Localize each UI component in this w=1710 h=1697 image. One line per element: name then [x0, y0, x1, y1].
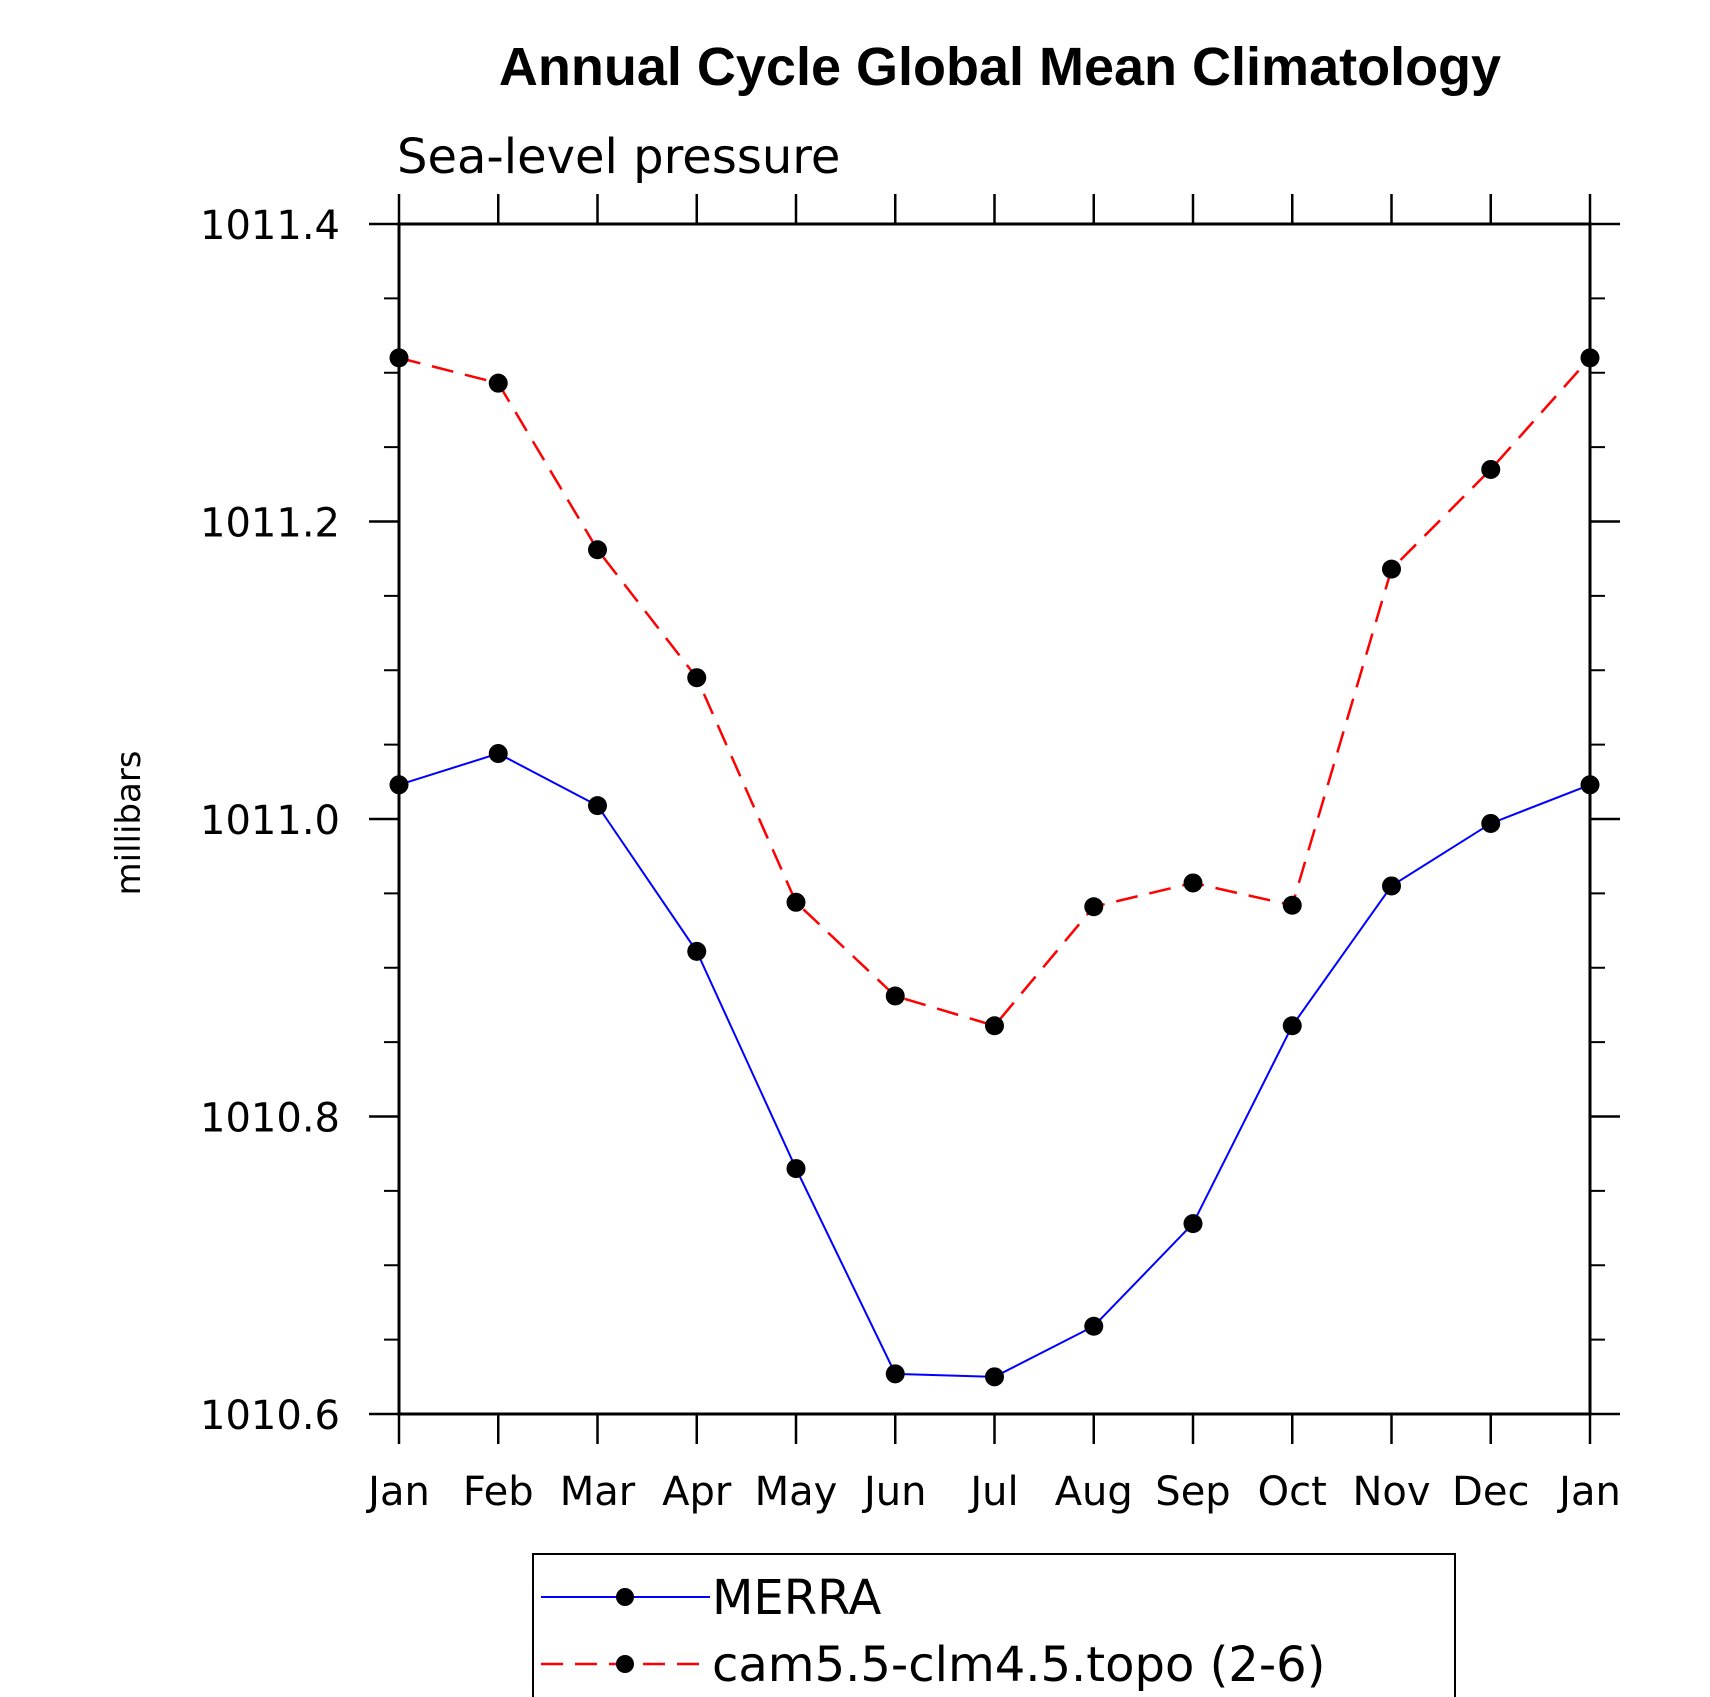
chart-subtitle: Sea-level pressure — [397, 129, 840, 185]
x-tick-label: Sep — [1155, 1469, 1230, 1515]
data-point — [985, 1016, 1004, 1036]
series-line-1 — [398, 356, 1591, 1028]
data-point — [1282, 895, 1302, 915]
data-point — [786, 1159, 806, 1179]
x-tick-label: Nov — [1352, 1469, 1430, 1515]
legend: MERRA cam5.5-clm4.5.topo (2-6) — [532, 1553, 1456, 1697]
legend-marker-merra — [616, 1588, 634, 1606]
x-tick-label: Dec — [1452, 1469, 1529, 1515]
data-point — [1183, 1214, 1203, 1234]
x-tick-label: Jun — [861, 1469, 927, 1515]
data-point — [1382, 876, 1401, 896]
legend-label-merra: MERRA — [712, 1570, 882, 1626]
series-line-0 — [398, 752, 1591, 1378]
x-tick-label: Feb — [463, 1469, 534, 1515]
data-point — [488, 744, 508, 764]
data-point — [985, 1367, 1004, 1387]
data-point — [786, 892, 806, 912]
x-tick-label: Jan — [365, 1469, 430, 1515]
data-point — [1084, 1316, 1104, 1336]
legend-label-cam: cam5.5-clm4.5.topo (2-6) — [712, 1637, 1325, 1693]
data-point — [1580, 348, 1600, 368]
axis-ticks — [369, 194, 1620, 1444]
y-axis-label: millibars — [109, 750, 149, 895]
data-point — [588, 796, 607, 816]
x-tick-label: Apr — [662, 1469, 732, 1515]
series-lines — [398, 356, 1591, 1378]
data-point — [389, 775, 409, 795]
data-point — [1580, 775, 1600, 795]
chart-title: Annual Cycle Global Mean Climatology — [499, 37, 1501, 97]
data-point — [1481, 813, 1501, 833]
data-point — [488, 373, 508, 393]
x-tick-label: Jul — [967, 1469, 1018, 1515]
data-point — [1282, 1016, 1302, 1036]
data-point — [389, 348, 409, 368]
x-tick-labels: Jan Feb Mar Apr May Jun Jul Aug Sep Oct Nov Dec Jan — [365, 1469, 1621, 1515]
y-tick-label: 1011.2 — [200, 501, 340, 547]
data-point — [588, 540, 607, 560]
plot-frame — [397, 222, 1592, 1416]
data-point — [1084, 897, 1104, 917]
data-point — [1382, 559, 1401, 579]
data-point — [885, 1364, 905, 1384]
data-point — [687, 941, 707, 961]
data-point — [1183, 873, 1203, 893]
y-tick-label: 1010.8 — [200, 1096, 340, 1142]
x-tick-label: Jan — [1556, 1469, 1621, 1515]
data-point — [687, 668, 707, 688]
legend-box — [532, 1553, 1456, 1697]
y-tick-label: 1010.6 — [200, 1393, 340, 1439]
series-markers — [389, 348, 1600, 1387]
data-point — [885, 986, 905, 1006]
y-tick-labels: 1010.6 1010.8 1011.0 1011.2 1011.4 — [200, 203, 340, 1439]
data-point — [1481, 459, 1501, 479]
legend-marker-cam — [616, 1655, 634, 1673]
y-tick-label: 1011.0 — [200, 798, 340, 844]
x-tick-label: May — [755, 1469, 838, 1515]
x-tick-label: Mar — [560, 1469, 636, 1515]
y-tick-label: 1011.4 — [200, 203, 340, 249]
x-tick-label: Aug — [1055, 1469, 1133, 1515]
x-tick-label: Oct — [1258, 1469, 1327, 1515]
